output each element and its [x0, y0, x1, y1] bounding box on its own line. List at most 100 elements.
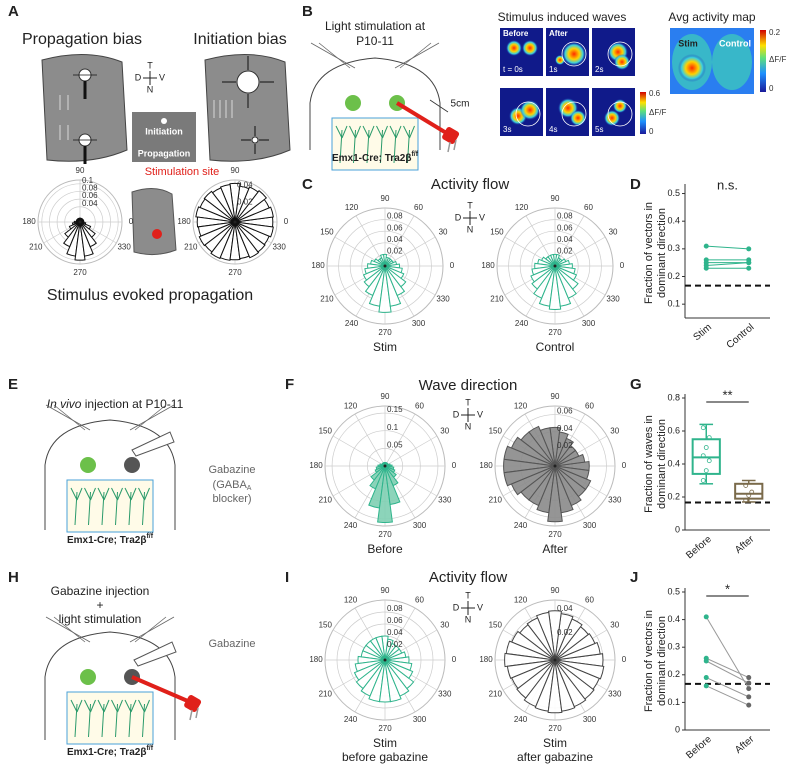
data-point: [703, 243, 709, 249]
angle-label: 30: [440, 427, 449, 436]
data-point: [706, 435, 712, 441]
title: +: [96, 598, 103, 612]
angle-label: 270: [548, 530, 562, 539]
panel-title: Wave direction: [419, 377, 518, 394]
angle-label: 210: [319, 690, 333, 699]
data-point: [746, 246, 752, 252]
polar-center: [383, 264, 387, 268]
radial-label: 0.02: [387, 247, 403, 256]
radial-label: 0.06: [387, 616, 403, 625]
panel-label: E: [8, 376, 18, 393]
angle-label: 60: [584, 203, 593, 212]
rose-caption: Before: [367, 542, 403, 556]
whisker: [134, 616, 167, 643]
neuron: [84, 699, 96, 738]
rose-petal: [377, 465, 393, 523]
pair-line: [706, 245, 749, 250]
rose-petal: [198, 221, 236, 247]
angle-label: 330: [117, 243, 131, 252]
pair-line: [706, 685, 749, 706]
angle-label: 150: [489, 621, 503, 630]
panel-label: B: [302, 3, 313, 20]
activity-spot: [613, 99, 627, 113]
radial-label: 0.02: [557, 441, 573, 450]
rose-caption: before gabazine: [342, 750, 428, 764]
angle-label: 0: [450, 261, 455, 270]
rose-petal: [384, 265, 407, 288]
frame-label: After: [549, 29, 568, 38]
time-label: 2s: [595, 65, 603, 74]
angle-label: 210: [184, 243, 198, 252]
compass-label: V: [479, 212, 485, 222]
y-tick-label: 0.6: [667, 425, 680, 435]
angle-label: 240: [514, 521, 528, 530]
neuron: [70, 699, 83, 738]
brain-outline: [44, 419, 176, 530]
rose-petal: [510, 465, 556, 496]
angle-label: 300: [412, 319, 426, 328]
rose-petal: [554, 632, 596, 661]
rose-petal: [554, 265, 577, 299]
angle-label: 30: [610, 427, 619, 436]
activity-spot: [522, 40, 538, 56]
polar-center: [553, 658, 557, 662]
rose-petal: [234, 221, 274, 238]
neuron: [376, 125, 388, 164]
drug-label: Gabazine: [208, 464, 255, 476]
polar-spoke: [332, 435, 386, 467]
x-tick-label: After: [733, 733, 757, 755]
radial-label: 0.1: [82, 176, 94, 185]
rose-petal: [547, 465, 563, 523]
rose-petal: [196, 216, 236, 228]
radial-label: 0.06: [387, 223, 403, 232]
activity-spot: [562, 42, 586, 66]
angle-label: 300: [583, 715, 597, 724]
panel-label: J: [630, 569, 638, 586]
time-label: 1s: [549, 65, 557, 74]
rose-petal: [554, 465, 592, 491]
avg-hemi: [712, 34, 752, 90]
polar-center: [383, 658, 387, 662]
angle-label: 210: [489, 496, 503, 505]
laser-beam: [131, 675, 191, 704]
rose-petal: [384, 465, 395, 471]
rose-petal: [384, 659, 413, 671]
rose-petal: [79, 221, 92, 230]
angle-label: 30: [440, 621, 449, 630]
time-label: 5s: [595, 125, 603, 134]
radial-label: 0.06: [82, 191, 98, 200]
data-point: [746, 686, 752, 692]
rose-petal: [554, 465, 582, 507]
angle-label: 210: [320, 295, 334, 304]
x-tick-label: Control: [725, 322, 757, 351]
drug-label: Gabazine: [208, 638, 255, 650]
data-point: [700, 425, 706, 431]
polar-center: [553, 464, 557, 468]
angle-label: 300: [413, 715, 427, 724]
pair-line: [706, 677, 749, 698]
y-tick-label: 0.5: [667, 586, 680, 596]
activity-spot: [570, 110, 586, 126]
stim-ring: [607, 101, 633, 127]
rose-petal: [548, 610, 562, 661]
data-point: [746, 265, 752, 271]
compass-label: N: [147, 84, 154, 94]
compass-label: N: [467, 224, 474, 234]
whisker: [129, 616, 175, 643]
rose-petal: [203, 190, 236, 223]
y-tick-label: 0.4: [667, 614, 680, 624]
radial-label: 0.04: [82, 199, 98, 208]
angle-label: 0: [284, 217, 289, 226]
rose-petal: [229, 221, 241, 261]
drug-note-part: A: [247, 485, 252, 492]
whisker: [53, 616, 86, 643]
rose-petal: [384, 465, 397, 478]
pair-line: [705, 616, 750, 689]
rose-petal: [554, 465, 590, 480]
laser-pin: [447, 141, 451, 153]
syringe: [131, 431, 175, 457]
compass-label: T: [465, 397, 471, 407]
data-point: [703, 445, 709, 450]
neuron: [335, 125, 348, 164]
radial-label: 0.08: [82, 184, 98, 193]
